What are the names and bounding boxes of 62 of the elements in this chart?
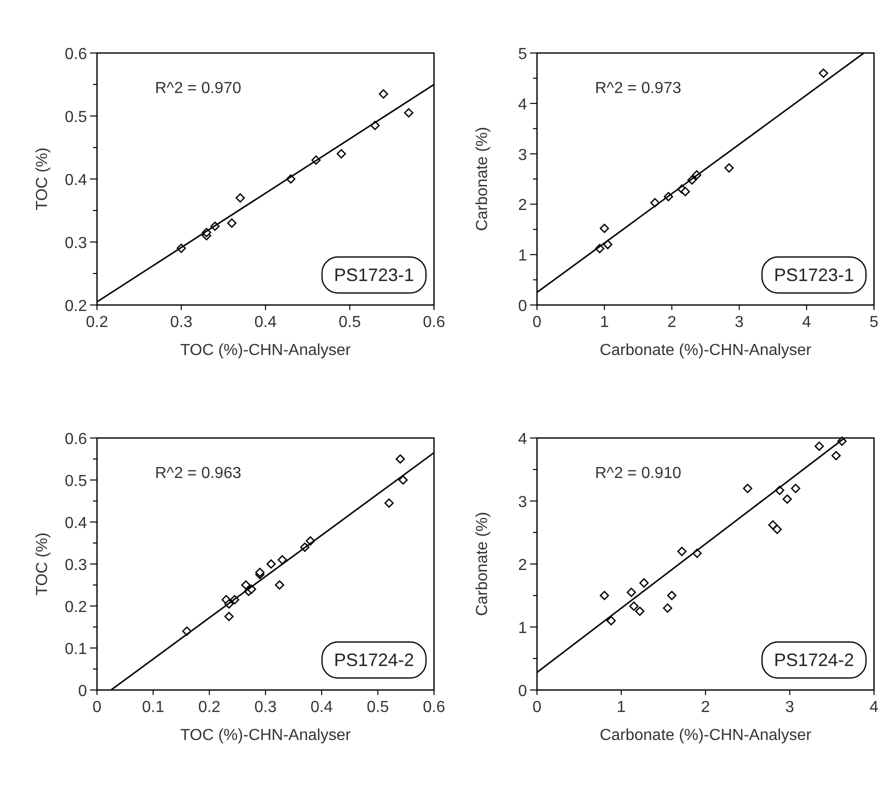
annotation: R^2 = 0.910	[595, 465, 682, 482]
y-tick-label: 0.5	[64, 473, 88, 490]
y-tick-label: 4	[518, 96, 528, 114]
annotation: PS1724-2	[334, 650, 414, 670]
y-tick-label: 3	[518, 146, 528, 164]
x-tick-label: 0.4	[310, 699, 333, 716]
y-axis-title: Carbonate (%)	[474, 512, 491, 616]
x-tick-label: 0	[532, 314, 542, 331]
y-tick-label: 0.5	[64, 109, 88, 126]
annotation: R^2 = 0.973	[595, 80, 682, 97]
x-tick-label: 0	[532, 699, 542, 716]
y-axis-title: Carbonate (%)	[474, 126, 491, 232]
x-tick-label: 0	[92, 699, 102, 716]
x-tick-label: 5	[870, 314, 879, 331]
y-tick-label: 0.2	[64, 298, 88, 315]
x-tick-label: 0.6	[422, 314, 446, 331]
y-tick-label: 0.3	[64, 235, 88, 252]
annotation: PS1723-1	[334, 265, 414, 285]
annotation: R^2 = 0.963	[155, 465, 242, 482]
x-tick-label: 4	[870, 699, 879, 716]
y-tick-label: 0.4	[64, 515, 88, 532]
y-axis-title: TOC (%)	[34, 532, 51, 596]
y-tick-label: 3	[518, 494, 528, 511]
y-tick-label: 4	[518, 431, 528, 448]
x-tick-label: 0.5	[366, 699, 390, 716]
x-tick-label: 0.6	[422, 699, 446, 716]
x-tick-label: 0.3	[170, 314, 192, 331]
y-tick-label: 2	[518, 557, 528, 574]
y-tick-label: 0	[78, 683, 88, 700]
x-tick-label: 0.5	[338, 314, 361, 331]
y-tick-label: 1	[518, 620, 528, 637]
x-tick-label: 1	[600, 314, 609, 331]
x-tick-label: 0.1	[142, 699, 164, 716]
x-tick-label: 0.2	[198, 699, 221, 716]
x-tick-label: 2	[667, 314, 676, 331]
y-tick-label: 0.3	[64, 557, 88, 574]
x-tick-label: 3	[785, 699, 794, 716]
x-tick-label: 3	[734, 314, 744, 331]
y-tick-label: 5	[518, 46, 528, 63]
x-axis-title: Carbonate (%)-CHN-Analyser	[600, 342, 812, 359]
x-axis-title: Carbonate (%)-CHN-Analyser	[600, 727, 812, 744]
y-tick-label: 0.6	[64, 46, 88, 63]
x-tick-label: 2	[701, 699, 710, 716]
x-tick-label: 0.2	[86, 314, 108, 331]
x-axis-title: TOC (%)-CHN-Analyser	[180, 727, 352, 744]
x-tick-label: 0.3	[254, 699, 277, 716]
y-tick-label: 0	[518, 683, 528, 700]
annotation: PS1724-2	[774, 650, 854, 670]
y-tick-label: 0	[518, 298, 528, 315]
y-tick-label: 2	[518, 197, 528, 214]
annotation: PS1723-1	[774, 265, 854, 285]
x-tick-label: 0.4	[254, 314, 277, 331]
annotation: R^2 = 0.970	[155, 80, 242, 97]
y-tick-label: 0.4	[64, 172, 88, 189]
y-tick-label: 0.2	[64, 599, 88, 616]
y-tick-label: 0.1	[64, 641, 88, 658]
x-tick-label: 4	[802, 314, 812, 331]
y-axis-title: TOC (%)	[34, 148, 51, 210]
y-tick-label: 0.6	[64, 431, 88, 448]
y-tick-label: 1	[518, 248, 528, 265]
x-tick-label: 1	[616, 699, 626, 716]
x-axis-title: TOC (%)-CHN-Analyser	[180, 342, 352, 359]
